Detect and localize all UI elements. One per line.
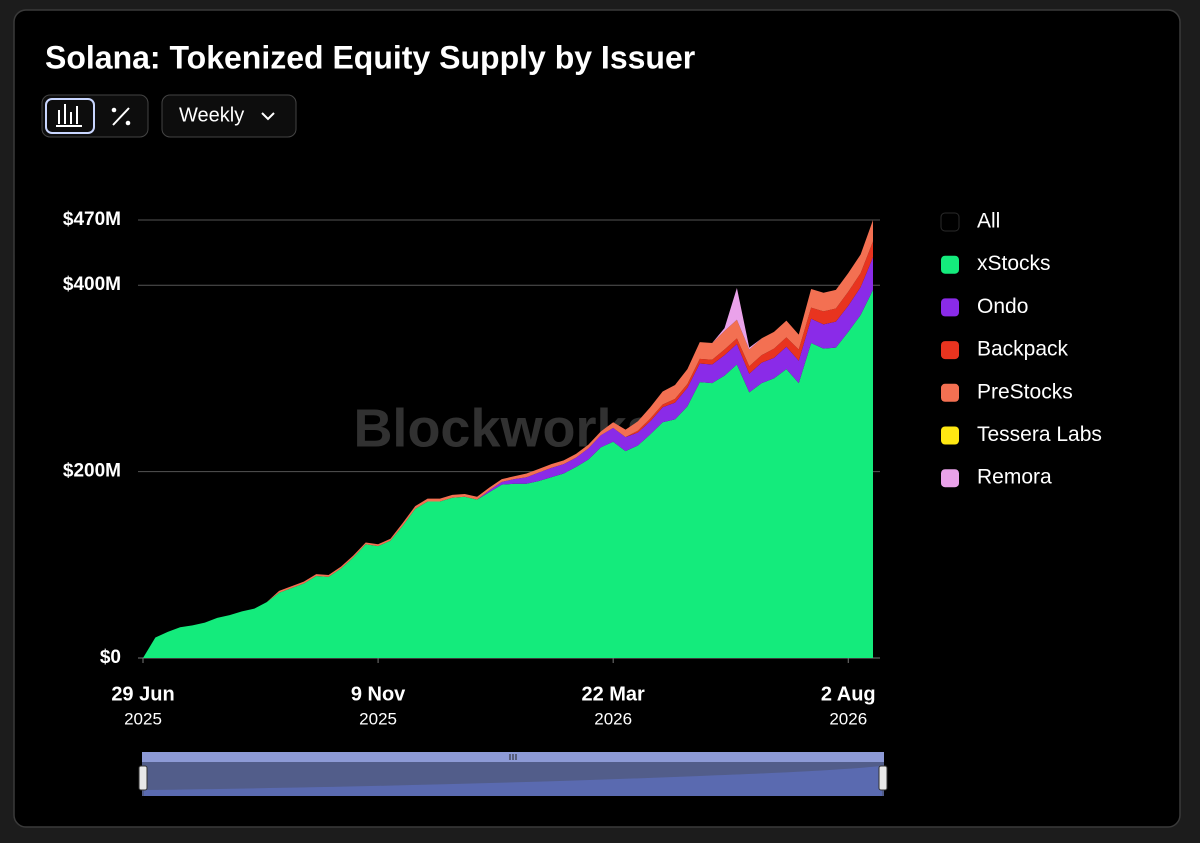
percent-icon-dot [125, 120, 131, 126]
navigator-preview [144, 766, 882, 796]
legend-swatch [941, 469, 959, 488]
legend-swatch [941, 426, 959, 445]
y-tick-label: $400M [63, 274, 121, 295]
y-tick-label: $470M [63, 209, 121, 230]
legend-label: Tessera Labs [977, 423, 1102, 446]
x-tick-label: 2 Aug [821, 683, 876, 705]
percent-button[interactable] [111, 107, 131, 126]
legend: All xStocks Ondo Backpack PreStocks Tessera L… [940, 210, 1102, 489]
legend-swatch [941, 298, 959, 317]
legend-swatch [941, 383, 959, 402]
chart-title: Solana: Tokenized Equity Supply by Issue… [45, 39, 695, 75]
legend-label: Ondo [977, 295, 1028, 318]
percent-icon-dot [111, 107, 117, 113]
percent-icon [112, 107, 130, 126]
plot: $0 $200M $400M $470M 29 Jun 2025 9 Nov 2025 22 M… [63, 209, 1102, 728]
navigator-handle[interactable] [878, 765, 888, 791]
x-tick-label: 29 Jun [111, 683, 174, 705]
x-tick-year: 2026 [594, 709, 632, 728]
x-tick-label: 9 Nov [351, 683, 406, 705]
dropdown-label: Weekly [179, 104, 244, 126]
interval-dropdown[interactable]: Weekly [161, 94, 297, 138]
legend-swatch [941, 255, 959, 274]
legend-label: Remora [977, 466, 1052, 489]
bar-icon [56, 104, 82, 127]
y-tick-label: $0 [100, 647, 121, 668]
legend-label: PreStocks [977, 380, 1073, 403]
y-tick-label: $200M [63, 461, 121, 482]
navigator-handle[interactable] [138, 765, 148, 791]
x-tick-label: 22 Mar [581, 683, 645, 705]
scrollbar-grip [509, 754, 517, 760]
legend-swatch [940, 212, 960, 232]
area [143, 289, 873, 658]
dropdown-frame [161, 94, 297, 138]
x-tick-year: 2025 [124, 709, 162, 728]
legend-label: All [977, 210, 1000, 233]
dropdown-chevron [261, 112, 275, 121]
x-tick-year: 2025 [359, 709, 397, 728]
x-tick-year: 2026 [829, 709, 867, 728]
legend-label: xStocks [977, 252, 1051, 275]
legend-swatch [941, 341, 959, 360]
chart-type-toggle[interactable] [41, 94, 149, 138]
navigator[interactable] [138, 752, 888, 796]
legend-label: Backpack [977, 338, 1069, 361]
